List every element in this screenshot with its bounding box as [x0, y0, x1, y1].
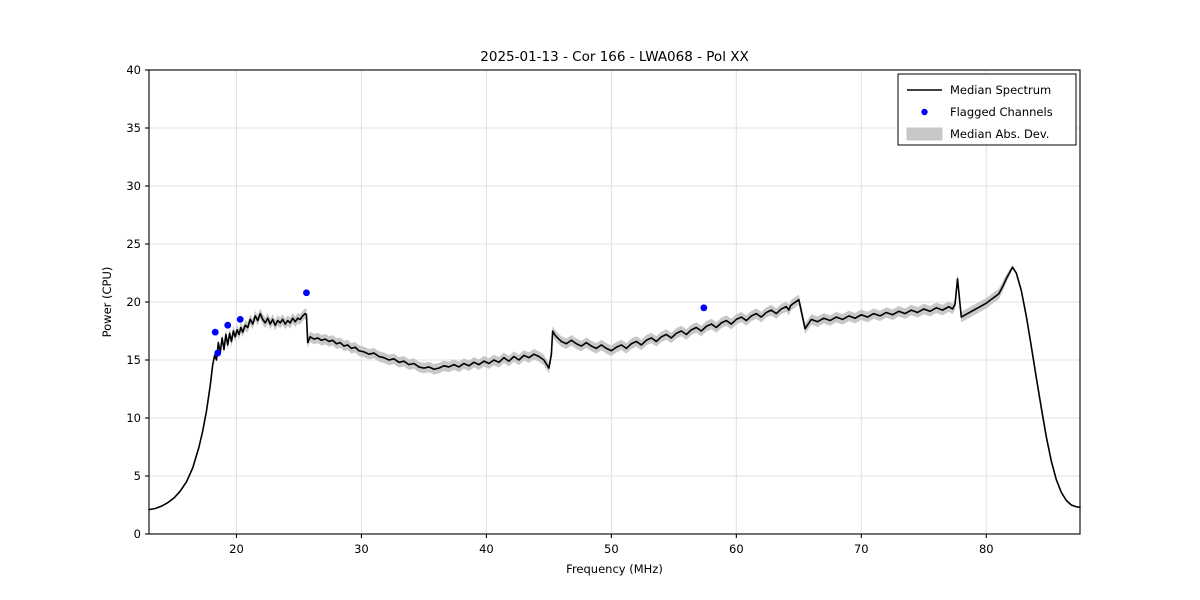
x-axis-ticks: 20 30 40 50 60 70 80	[229, 534, 994, 556]
flagged-channel-points	[211, 289, 708, 357]
flagged-channel-point	[236, 316, 244, 323]
legend-dot-swatch	[921, 108, 928, 116]
flagged-channel-point	[303, 289, 310, 297]
median-spectrum-path	[148, 266, 1081, 511]
y-tick-label: 20	[126, 295, 141, 309]
legend: Median Spectrum Flagged Channels Median Ab…	[897, 73, 1077, 146]
flagged-channel-point	[214, 349, 222, 357]
y-tick-label: 25	[126, 237, 141, 251]
grid-lines	[149, 70, 1080, 534]
y-tick-label: 0	[134, 527, 141, 541]
x-tick-label: 80	[979, 542, 994, 556]
legend-label: Flagged Channels	[950, 105, 1053, 119]
legend-patch-swatch	[906, 127, 943, 141]
y-axis-ticks: 0 5 10 15 20 25 30 35 40	[126, 63, 149, 541]
y-tick-label: 40	[126, 63, 141, 77]
median-spectrum-line	[148, 266, 1081, 511]
flagged-channel-point	[700, 304, 708, 312]
x-tick-label: 50	[604, 542, 619, 556]
flagged-channel-point	[211, 328, 219, 336]
legend-label: Median Abs. Dev.	[950, 127, 1049, 141]
y-tick-label: 35	[126, 121, 141, 135]
y-tick-label: 10	[126, 411, 141, 425]
x-tick-label: 40	[479, 542, 494, 556]
x-tick-label: 60	[729, 542, 744, 556]
y-tick-label: 15	[126, 353, 141, 367]
y-tick-label: 30	[126, 179, 141, 193]
x-axis-label: Frequency (MHz)	[566, 562, 663, 576]
y-axis-label: Power (CPU)	[100, 267, 114, 338]
x-tick-label: 30	[354, 542, 369, 556]
flagged-channel-point	[224, 321, 232, 329]
chart-title: 2025-01-13 - Cor 166 - LWA068 - Pol XX	[480, 49, 748, 65]
x-tick-label: 70	[854, 542, 869, 556]
legend-label: Median Spectrum	[950, 83, 1051, 97]
y-tick-label: 5	[134, 469, 141, 483]
x-tick-label: 20	[229, 542, 244, 556]
